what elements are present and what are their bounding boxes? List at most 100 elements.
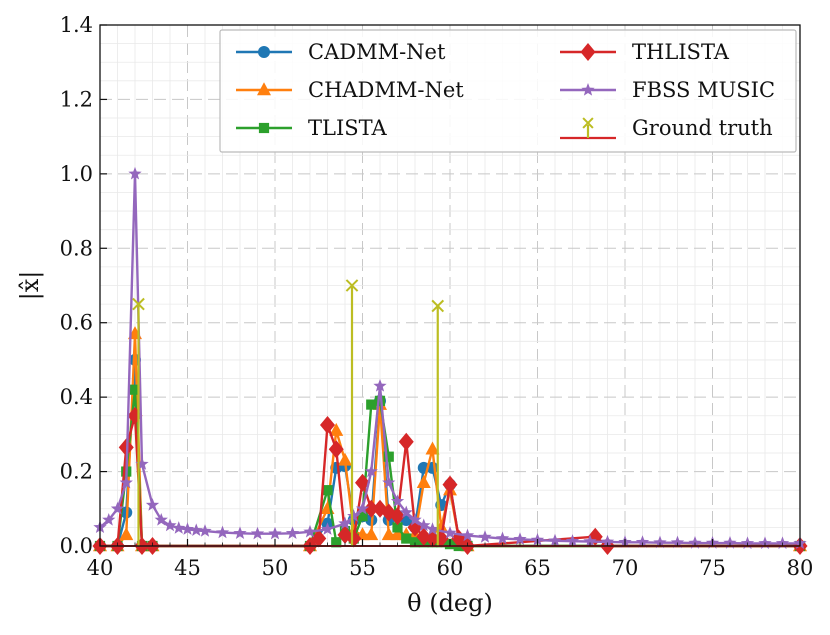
data-point bbox=[442, 475, 458, 494]
data-point bbox=[425, 522, 440, 535]
y-tick-label: 0.8 bbox=[60, 236, 93, 260]
data-point bbox=[233, 526, 247, 540]
data-point bbox=[154, 512, 168, 526]
y-tick-label: 1.0 bbox=[60, 162, 93, 186]
data-point bbox=[363, 499, 379, 518]
y-tick-label: 0.0 bbox=[60, 534, 93, 558]
legend-swatch-marker bbox=[258, 122, 270, 134]
data-point bbox=[328, 440, 344, 459]
data-point bbox=[374, 395, 386, 406]
data-point bbox=[172, 521, 186, 534]
data-point bbox=[495, 531, 510, 545]
legend-label: THLISTA bbox=[632, 40, 730, 64]
data-point bbox=[401, 533, 412, 544]
data-point bbox=[392, 522, 403, 533]
x-marker-stroke bbox=[431, 299, 445, 313]
legend-label: CHADMM-Net bbox=[308, 78, 464, 102]
y-tick-label: 1.4 bbox=[60, 13, 93, 37]
data-point bbox=[635, 535, 650, 548]
legend-swatch-marker bbox=[258, 46, 270, 58]
data-point bbox=[338, 516, 352, 530]
x-tick-label: 60 bbox=[437, 556, 464, 580]
data-point bbox=[145, 498, 160, 511]
data-point bbox=[399, 505, 413, 519]
legend-item-cadmm-net: CADMM-Net bbox=[236, 40, 446, 64]
data-point bbox=[102, 512, 116, 526]
data-point bbox=[390, 494, 405, 508]
data-point bbox=[390, 507, 405, 526]
data-point bbox=[670, 535, 685, 549]
x-tick-label: 40 bbox=[87, 556, 114, 580]
x-marker-stroke bbox=[582, 117, 594, 129]
data-point bbox=[303, 524, 317, 538]
data-point bbox=[548, 533, 562, 547]
ground-truth-marker bbox=[431, 299, 445, 313]
x-tick-label: 45 bbox=[174, 556, 201, 580]
data-point bbox=[180, 522, 195, 535]
data-point bbox=[382, 475, 396, 489]
data-point bbox=[460, 528, 475, 542]
data-point bbox=[355, 473, 370, 492]
ground-truth-marker bbox=[345, 279, 359, 292]
ground-truth-marker bbox=[132, 297, 145, 311]
data-point bbox=[366, 399, 377, 410]
data-point bbox=[135, 457, 149, 470]
x-tick-label: 65 bbox=[524, 556, 551, 580]
y-axis-label: |x̂| bbox=[16, 271, 45, 301]
data-point bbox=[417, 518, 431, 532]
data-point bbox=[311, 529, 327, 548]
legend-item-fbss-music: FBSS MUSIC bbox=[560, 78, 775, 102]
data-point bbox=[723, 536, 737, 549]
data-point bbox=[347, 509, 361, 522]
x-tick-label: 50 bbox=[262, 556, 289, 580]
legend-swatch-marker bbox=[581, 83, 595, 96]
x-axis-label: θ (deg) bbox=[407, 589, 493, 617]
legend-item-thlista: THLISTA bbox=[560, 40, 730, 64]
legend-item-chadmm-net: CHADMM-Net bbox=[236, 78, 464, 102]
data-point bbox=[443, 525, 457, 539]
legend-label: FBSS MUSIC bbox=[632, 78, 775, 102]
legend-label: CADMM-Net bbox=[308, 40, 446, 64]
data-point bbox=[128, 166, 142, 180]
data-point bbox=[425, 441, 440, 455]
data-point bbox=[215, 525, 230, 539]
legend-box bbox=[219, 29, 797, 153]
data-point bbox=[285, 526, 300, 540]
data-point bbox=[409, 537, 421, 548]
data-point bbox=[583, 534, 597, 548]
legend-item-ground-truth: Ground truth bbox=[560, 116, 773, 140]
data-point bbox=[364, 464, 378, 478]
data-point bbox=[189, 523, 203, 537]
data-point bbox=[600, 534, 615, 548]
series-thlista bbox=[92, 406, 808, 555]
x-tick-label: 55 bbox=[349, 556, 376, 580]
ticks: 40 45 50 55 60 65 70 75 80 0.0 0.2 0.4 0.6 0.8 1.0 1.2 1… bbox=[60, 13, 814, 580]
data-point bbox=[163, 518, 177, 532]
x-tick-label: 75 bbox=[699, 556, 726, 580]
data-point bbox=[355, 501, 370, 515]
data-point bbox=[346, 529, 362, 548]
data-point bbox=[320, 416, 335, 435]
y-tick-label: 0.6 bbox=[60, 311, 93, 335]
data-point bbox=[373, 378, 387, 392]
x-marker-stroke bbox=[132, 297, 145, 311]
data-point bbox=[383, 451, 394, 462]
data-point bbox=[357, 511, 368, 522]
data-point bbox=[110, 501, 125, 515]
grid bbox=[99, 24, 801, 547]
legend-label: Ground truth bbox=[632, 116, 773, 140]
x-tick-label: 70 bbox=[612, 556, 639, 580]
y-tick-label: 0.4 bbox=[60, 385, 93, 409]
x-tick-label: 80 bbox=[787, 556, 814, 580]
legend: CADMM-Net CHADMM-Net TLISTA THLISTA FBSS MUS… bbox=[219, 29, 797, 153]
data-point bbox=[408, 512, 422, 526]
data-point bbox=[129, 384, 141, 395]
data-point bbox=[322, 485, 333, 496]
y-tick-label: 0.2 bbox=[60, 460, 93, 484]
data-point bbox=[478, 530, 492, 543]
legend-item-tlista: TLISTA bbox=[236, 116, 387, 140]
data-point bbox=[688, 536, 702, 549]
data-point bbox=[364, 527, 379, 541]
data-point bbox=[338, 452, 352, 466]
